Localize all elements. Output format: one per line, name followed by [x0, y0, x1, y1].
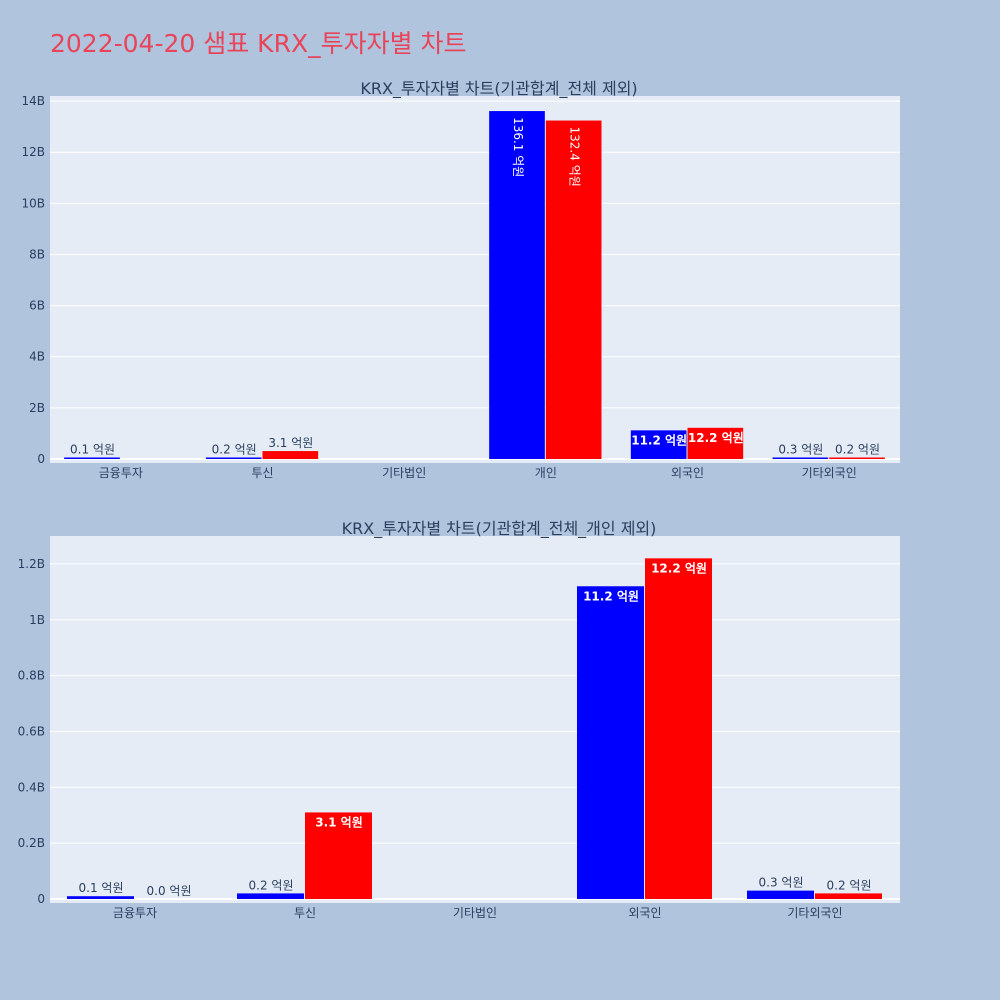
data-label: 0.1 억원: [79, 881, 124, 895]
bar: [645, 558, 712, 899]
y-tick-label: 2B: [29, 401, 45, 415]
data-label: 11.2 억원: [583, 589, 639, 603]
bar: [577, 586, 644, 899]
data-label: 0.2 억원: [212, 443, 257, 457]
bar: [687, 427, 744, 459]
x-tick-label: 투신: [294, 906, 316, 920]
y-tick-label: 0: [37, 452, 45, 466]
data-label: 0.3 억원: [778, 443, 823, 457]
bar: [262, 451, 319, 459]
x-tick-label: 기타법인: [382, 466, 426, 480]
x-tick-label: 금융투자: [99, 466, 143, 480]
chart-title: KRX_투자자별 차트(기관합계_전체 제외): [360, 79, 637, 99]
bar: [67, 896, 134, 899]
y-tick-label: 14B: [21, 94, 45, 108]
bar: [237, 893, 304, 899]
data-label: 0.1 억원: [70, 443, 115, 457]
bar: [205, 457, 262, 459]
data-label: 0.2 억원: [827, 878, 872, 892]
bar: [772, 457, 829, 459]
x-tick-label: 개인: [535, 466, 557, 480]
x-tick-label: 외국인: [628, 906, 661, 920]
y-tick-label: 4B: [29, 350, 45, 364]
data-label: 0.2 억원: [835, 443, 880, 457]
x-tick-label: 외국인: [671, 466, 704, 480]
y-tick-label: 0: [37, 892, 45, 906]
bar: [64, 457, 120, 459]
x-tick-label: 기타외국인: [802, 466, 857, 480]
y-tick-label: 8B: [29, 247, 45, 261]
plot-area: [50, 96, 900, 463]
y-tick-label: 1.2B: [18, 557, 45, 571]
y-tick-label: 10B: [21, 196, 45, 210]
bar: [630, 430, 687, 459]
data-label: 3.1 억원: [315, 815, 363, 829]
y-tick-label: 0.2B: [18, 836, 45, 850]
y-tick-label: 12B: [21, 145, 45, 159]
data-label: 12.2 억원: [688, 431, 744, 445]
x-tick-label: 금융투자: [113, 906, 157, 920]
y-tick-label: 0.4B: [18, 780, 45, 794]
bar: [489, 111, 545, 459]
bar: [747, 890, 814, 899]
chart-title: KRX_투자자별 차트(기관합계_전체_개인 제외): [342, 519, 657, 539]
x-tick-label: 투신: [251, 466, 273, 480]
data-label: 3.1 억원: [268, 436, 313, 450]
y-tick-label: 0.8B: [18, 669, 45, 683]
bar: [815, 893, 882, 899]
data-label: 11.2 억원: [631, 433, 687, 447]
page-title: 2022-04-20 샘표 KRX_투자자별 차트: [50, 29, 467, 58]
data-label: 0.3 억원: [759, 876, 804, 890]
bar: [829, 457, 885, 459]
data-label: 136.1 억원: [511, 117, 525, 177]
data-label: 132.4 억원: [568, 127, 582, 187]
x-tick-label: 기타법인: [453, 906, 497, 920]
y-tick-label: 6B: [29, 299, 45, 313]
data-label: 0.2 억원: [249, 878, 294, 892]
plot-area: [50, 536, 900, 903]
data-label: 12.2 억원: [651, 561, 707, 575]
y-tick-label: 1B: [29, 613, 45, 627]
x-tick-label: 기타외국인: [787, 906, 842, 920]
bar: [305, 812, 372, 899]
data-label: 0.0 억원: [147, 884, 192, 898]
bar: [545, 120, 602, 460]
y-tick-label: 0.6B: [18, 724, 45, 738]
